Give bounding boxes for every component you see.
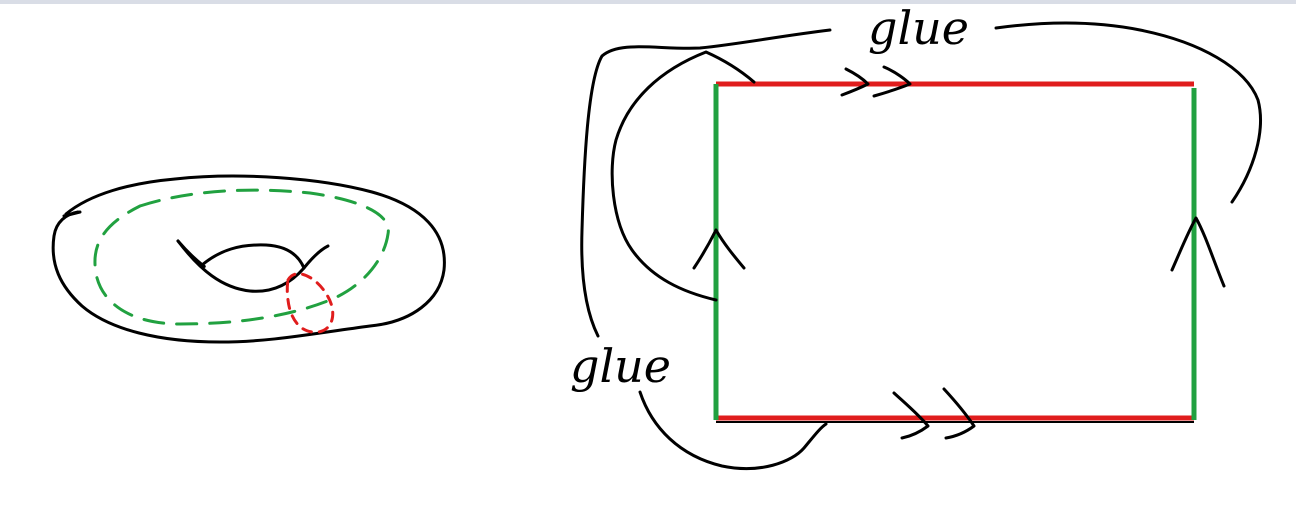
glue-label-left: glue <box>570 339 671 393</box>
torus-outline <box>51 174 446 344</box>
glue-label-top: glue <box>868 1 969 55</box>
glue-curve-top-bottom <box>580 28 832 338</box>
left-edge-up-arrow-icon <box>692 228 746 270</box>
glue-curve-top-bottom-lower <box>638 390 828 471</box>
torus-loop-green <box>93 188 390 326</box>
torus-hole-upper <box>176 239 330 270</box>
torus-loop-red <box>285 272 335 334</box>
bottom-edge-double-arrow-icon <box>892 387 976 440</box>
glue-curve-left-right-right <box>994 21 1262 204</box>
top-edge-double-arrow-icon <box>840 65 912 98</box>
square-diagram: glue glue <box>570 1 1262 471</box>
right-edge-up-arrow-icon <box>1170 216 1226 288</box>
glue-curve-left-right <box>610 50 756 302</box>
torus-outline-tick <box>62 210 82 218</box>
torus <box>51 174 446 344</box>
top-strip <box>0 0 1296 4</box>
